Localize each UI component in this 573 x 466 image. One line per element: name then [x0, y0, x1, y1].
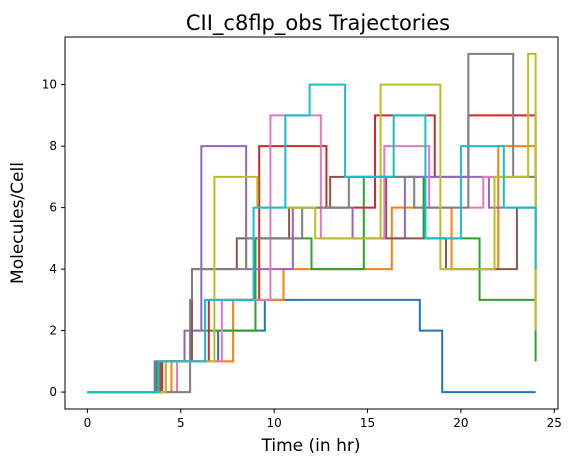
y-axis: 0 2 4 6 8 10 [42, 78, 65, 399]
series-line-9 [87, 52, 537, 394]
y-tick-label: 4 [49, 262, 57, 276]
series-line-3 [87, 175, 537, 394]
y-tick-label: 2 [49, 324, 57, 338]
y-tick-label: 8 [49, 139, 57, 153]
x-tick-label: 15 [360, 416, 375, 430]
x-tick-label: 0 [84, 416, 92, 430]
series-line-10 [87, 83, 537, 394]
x-tick-label: 25 [547, 416, 562, 430]
y-tick-label: 6 [49, 201, 57, 215]
x-tick-label: 10 [267, 416, 282, 430]
chart-title: CII_c8flp_obs Trajectories [186, 11, 450, 36]
axes-frame [64, 36, 559, 410]
y-tick-label: 10 [42, 78, 57, 92]
x-axis: 0 5 10 15 20 25 [84, 409, 562, 430]
y-tick-label: 0 [49, 385, 57, 399]
series-line-6 [87, 175, 537, 394]
x-tick-label: 5 [177, 416, 185, 430]
y-axis-label: Molecules/Cell [8, 162, 28, 284]
x-tick-label: 20 [453, 416, 468, 430]
x-axis-label: Time (in hr) [261, 436, 361, 456]
series-line-8 [87, 52, 537, 394]
